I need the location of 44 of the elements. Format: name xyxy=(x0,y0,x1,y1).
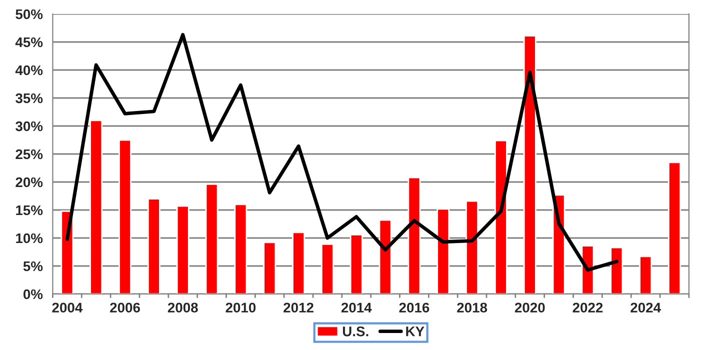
x-tick-label: 2008 xyxy=(168,302,198,313)
y-tick-label: 10% xyxy=(16,233,43,244)
bar xyxy=(523,35,536,294)
bar xyxy=(90,120,103,294)
bar xyxy=(292,232,306,294)
x-tick-label: 2020 xyxy=(514,302,545,313)
bar xyxy=(320,243,334,294)
y-tick-label: 30% xyxy=(16,121,43,132)
bar xyxy=(436,208,450,294)
y-tick-label: 45% xyxy=(15,37,43,48)
line-series xyxy=(65,32,618,272)
x-tick-label: 2016 xyxy=(399,302,430,313)
y-tick-label: 35% xyxy=(16,93,43,104)
x-tick-label: 2022 xyxy=(572,302,603,313)
bar xyxy=(263,242,276,294)
bar xyxy=(205,184,218,294)
bar xyxy=(494,140,508,294)
bar xyxy=(466,200,479,294)
bar xyxy=(668,162,681,294)
x-tick-label: 2012 xyxy=(284,302,314,313)
y-tick-label: 40% xyxy=(15,65,43,76)
x-tick-label: 2006 xyxy=(110,302,140,313)
y-tick-label: 5% xyxy=(23,261,43,272)
x-tick-label: 2010 xyxy=(226,302,256,313)
bar xyxy=(350,234,363,294)
x-tick-label: 2024 xyxy=(630,302,661,313)
legend-label: KY xyxy=(406,326,424,336)
bar xyxy=(408,176,421,294)
bar xyxy=(639,256,652,294)
bar xyxy=(610,246,624,294)
bar xyxy=(234,204,248,294)
y-tick-label: 50% xyxy=(16,9,43,20)
y-tick-label: 0% xyxy=(23,289,43,300)
y-tick-label: 25% xyxy=(16,149,43,160)
y-tick-label: 15% xyxy=(16,205,43,216)
x-tick-label: 2004 xyxy=(52,302,83,313)
bar xyxy=(147,198,160,294)
bar xyxy=(118,139,132,294)
bar xyxy=(378,219,392,294)
y-tick-label: 20% xyxy=(16,177,43,188)
x-tick-label: 2018 xyxy=(457,302,488,313)
legend-label: U.S. xyxy=(342,326,368,336)
bar xyxy=(176,205,190,294)
x-tick-label: 2014 xyxy=(341,302,372,313)
